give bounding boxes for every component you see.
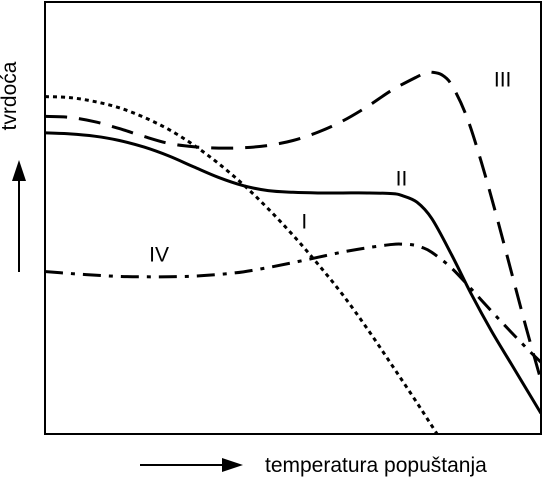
series-line-iii [46, 70, 540, 381]
x-axis-title-group: temperatura popuštanja [140, 454, 487, 477]
series-line-iv [46, 242, 540, 364]
y-axis-arrowhead [12, 160, 26, 181]
y-axis-title-group: tvrdoća [0, 61, 26, 272]
curve-label-iv: IV [149, 244, 169, 267]
curve-label-i: I [301, 211, 307, 234]
series-line-ii [46, 131, 540, 415]
x-axis-arrowhead [222, 458, 243, 472]
plot-frame [44, 1, 542, 435]
curve-label-iii: III [494, 69, 512, 92]
x-axis-title: temperatura popuštanja [265, 454, 487, 477]
series-layer [46, 70, 540, 433]
curve-label-ii: II [396, 168, 408, 191]
series-line-i [46, 95, 439, 433]
y-axis-title: tvrdoća [0, 61, 21, 130]
